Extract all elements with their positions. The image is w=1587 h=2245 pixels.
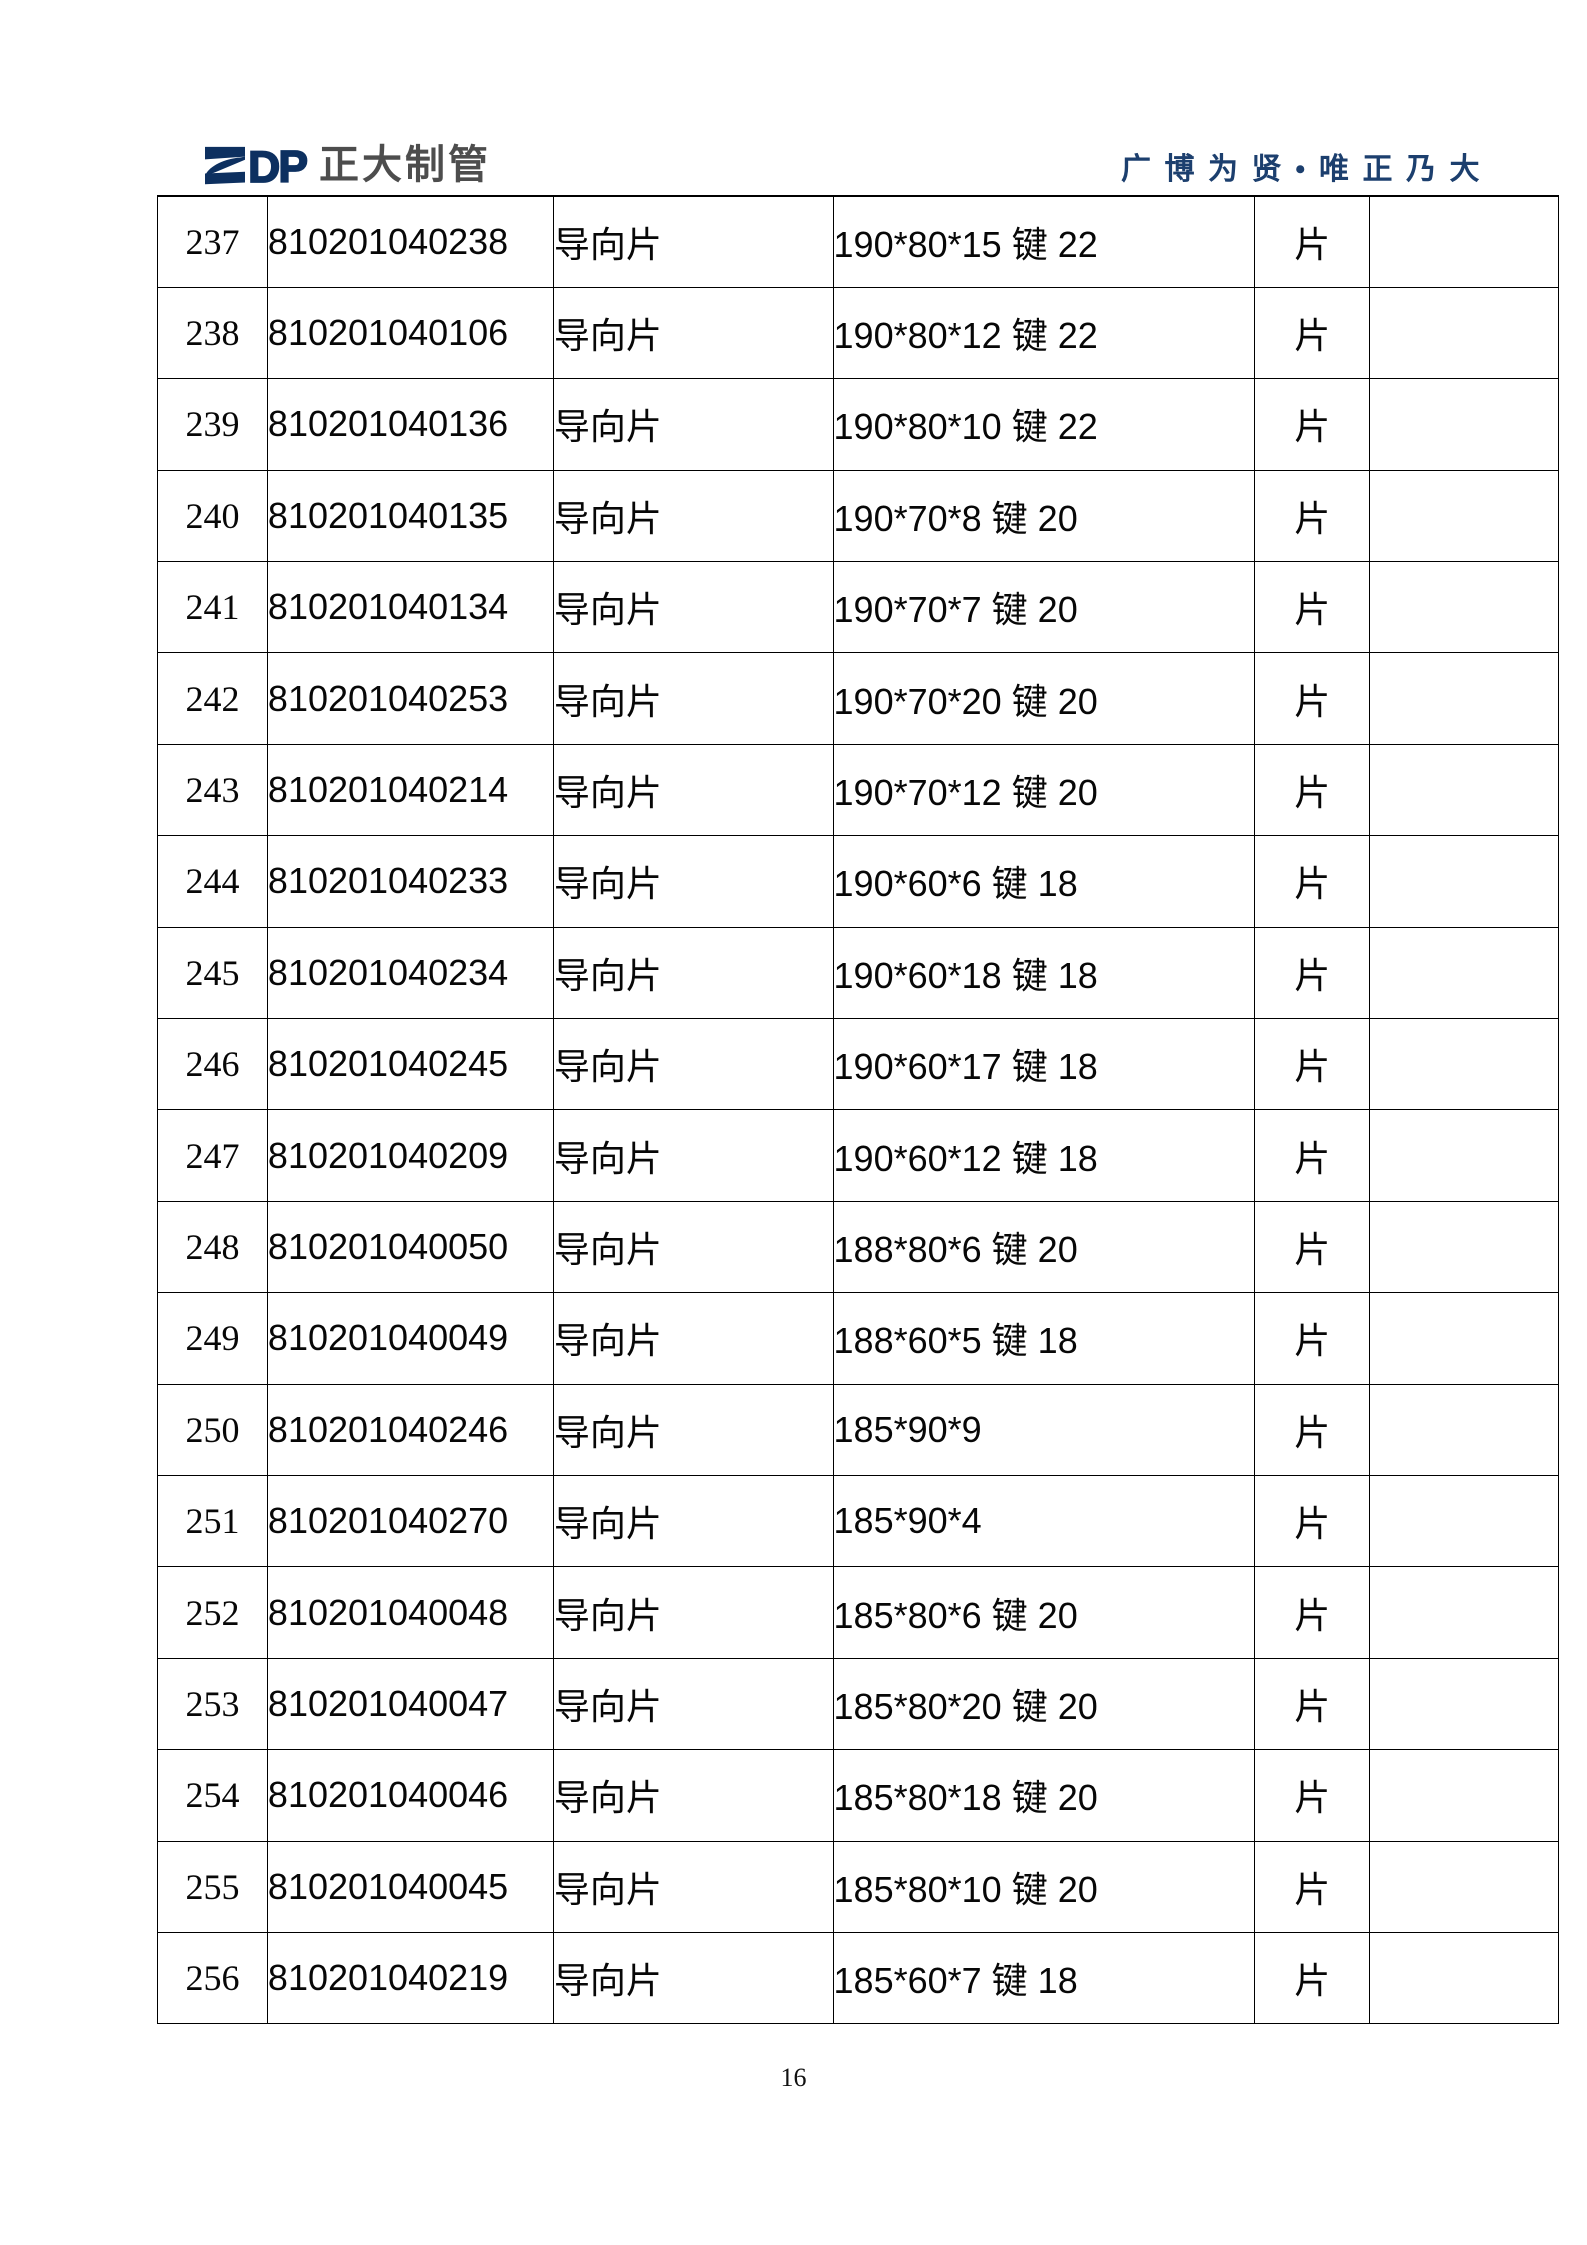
svg-text:DP: DP: [248, 146, 307, 186]
